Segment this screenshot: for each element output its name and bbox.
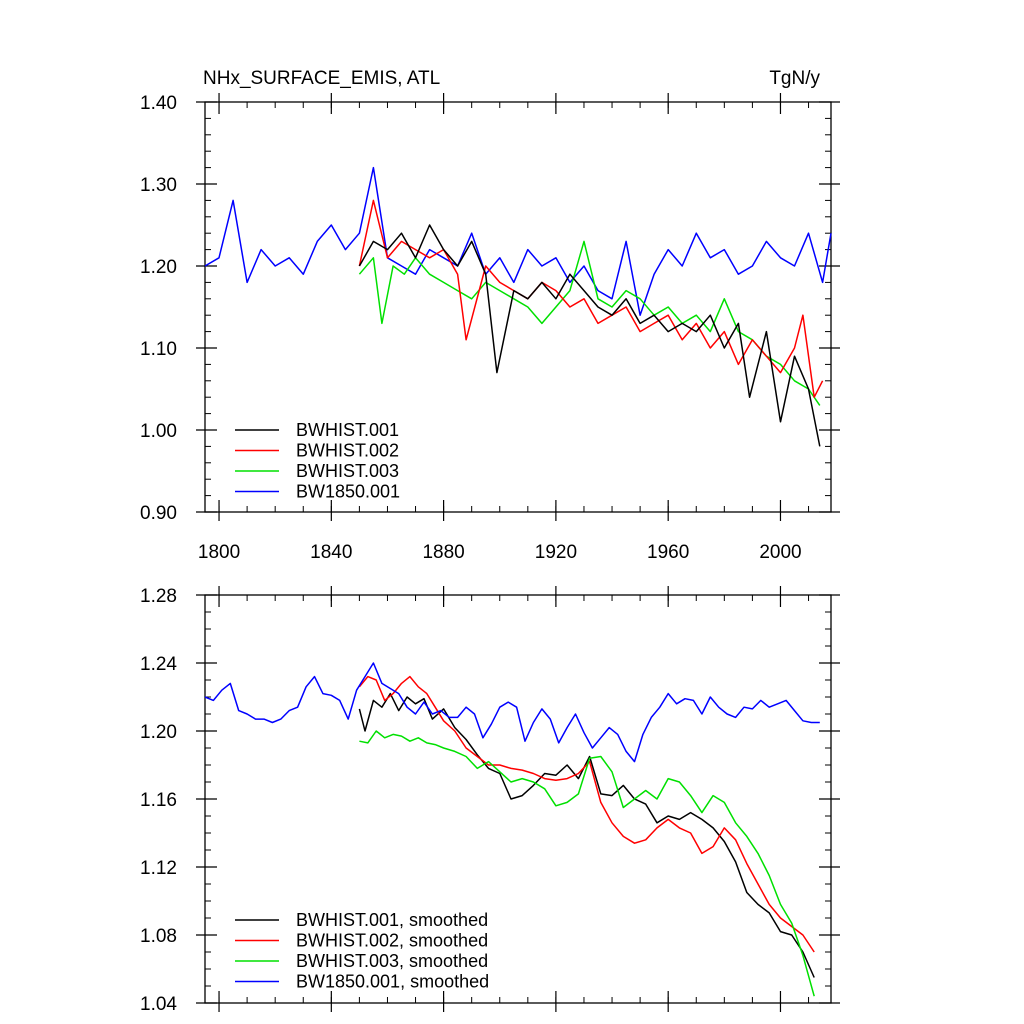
y-tick-label: 1.00 bbox=[140, 421, 177, 442]
x-tick-label: 1960 bbox=[647, 542, 689, 563]
plot-frame bbox=[204, 101, 832, 513]
series-line-bwhist-002 bbox=[358, 199, 824, 398]
chart-title: NHx_SURFACE_EMIS, ATL bbox=[203, 68, 440, 89]
x-tick-label: 2000 bbox=[759, 542, 801, 563]
y-tick-label: 1.24 bbox=[140, 654, 177, 675]
y-tick-label: 1.40 bbox=[140, 93, 177, 114]
y-tick-label: 1.16 bbox=[140, 790, 177, 811]
legend-label: BWHIST.001 bbox=[296, 420, 399, 440]
legend-label: BWHIST.003, smoothed bbox=[296, 951, 488, 971]
panel-top: 0.90 1.00 1.10 1.20 1.30 1.40 1800 1840 1880 1920… bbox=[140, 93, 840, 563]
legend-label: BWHIST.002 bbox=[296, 441, 399, 461]
legend-label: BW1850.001 bbox=[296, 482, 400, 502]
x-tick-label: 1920 bbox=[535, 542, 577, 563]
y-tick-label: 1.20 bbox=[140, 722, 177, 743]
legend-label: BWHIST.003 bbox=[296, 461, 399, 481]
y-tick-label: 1.12 bbox=[140, 858, 177, 879]
y-tick-label: 1.08 bbox=[140, 926, 177, 947]
units-label: TgN/y bbox=[769, 68, 820, 89]
series-line-bwhist-003-smoothed bbox=[359, 730, 815, 997]
x-tick-label: 1800 bbox=[198, 542, 240, 563]
series-line-bwhist-002-smoothed bbox=[358, 675, 815, 953]
legend-label: BWHIST.001, smoothed bbox=[296, 910, 488, 930]
y-tick-label: 1.20 bbox=[140, 257, 177, 278]
series-line-bwhist-001 bbox=[358, 224, 821, 447]
x-tick-label: 1880 bbox=[422, 542, 464, 563]
legend-label: BWHIST.002, smoothed bbox=[296, 931, 488, 951]
y-tick-label: 1.30 bbox=[140, 175, 177, 196]
y-tick-label: 1.10 bbox=[140, 339, 177, 360]
y-tick-label: 1.04 bbox=[140, 994, 177, 1015]
legend-label: BW1850.001, smoothed bbox=[296, 972, 489, 992]
series-line-bw1850-001-smoothed bbox=[204, 662, 820, 763]
y-tick-label: 0.90 bbox=[140, 503, 177, 524]
x-tick-label: 1840 bbox=[310, 542, 352, 563]
y-tick-label: 1.28 bbox=[140, 586, 177, 607]
series-line-bw1850-001 bbox=[204, 166, 832, 316]
series-line-bwhist-003 bbox=[358, 240, 821, 406]
series-line-bwhist-001-smoothed bbox=[358, 692, 815, 978]
panel-bottom: 1.04 1.08 1.12 1.16 1.20 1.24 1.28 BWHIST.001, … bbox=[140, 586, 840, 1015]
